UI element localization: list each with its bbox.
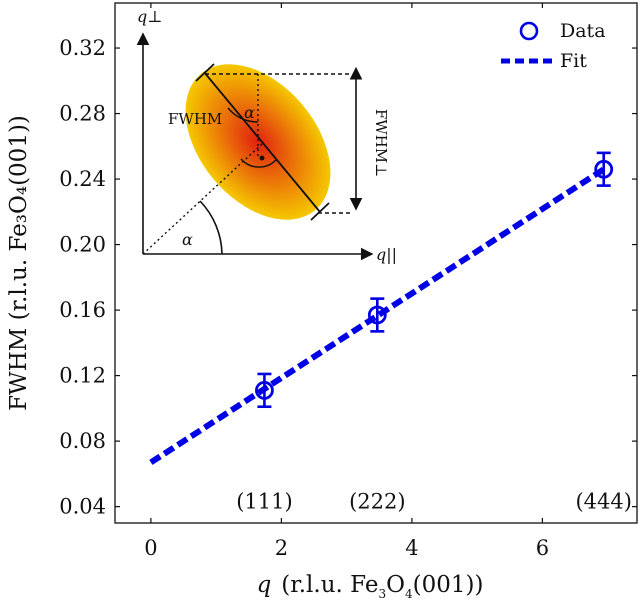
legend: Data Fit (501, 20, 606, 72)
legend-data-marker (519, 21, 539, 41)
y-axis-ticks: 0.04 0.08 0.12 0.16 0.20 0.24 0.28 0.32 (59, 36, 637, 519)
inset-y-axis-label: q⊥ (137, 7, 162, 26)
y-tick-label: 0.12 (59, 364, 106, 388)
y-tick-label: 0.20 (59, 233, 106, 257)
y-tick-label: 0.04 (59, 495, 106, 519)
x-tick-label: 0 (144, 536, 157, 560)
y-tick-label: 0.28 (59, 102, 106, 126)
data-marker (367, 305, 387, 325)
inset-right-angle-arc (240, 158, 277, 168)
plot-frame (114, 2, 638, 524)
reflection-label: (111) (236, 489, 292, 513)
fit-line (149, 166, 606, 465)
inset-dotted-radial (142, 143, 263, 255)
inset-alpha-label-top: α (244, 103, 255, 122)
reflection-annotations: (111) (222) (444) (236, 489, 632, 513)
y-axis-label: FWHM (r.l.u. Fe₃O₄(001)) (6, 115, 32, 411)
x-axis-label: q (r.l.u. Fe3O4(001)) (257, 572, 484, 601)
y-tick-label: 0.16 (59, 298, 106, 322)
inset-alpha-label-origin: α (182, 230, 193, 249)
data-point (594, 151, 614, 187)
data-point (255, 372, 274, 409)
data-marker (594, 159, 614, 179)
x-tick-label: 6 (536, 536, 549, 560)
inset-center-dot (259, 155, 265, 161)
y-tick-label: 0.24 (59, 167, 106, 191)
inset-fwhm-bar-top (195, 63, 215, 82)
data-point (367, 297, 387, 333)
intensity-ellipse (185, 64, 331, 220)
inset-fwhm-perp-label: FWHM⊥ (372, 109, 390, 177)
reflection-label: (444) (575, 489, 631, 513)
y-tick-label: 0.32 (59, 36, 106, 60)
inset-alpha-arc-origin (199, 200, 223, 255)
inset-fwhm-bar-bottom (310, 202, 330, 221)
data-series (255, 151, 614, 409)
fit-series (149, 166, 606, 465)
inset-diagram: q⊥ q|| FWHM FWHM⊥ α α (136, 7, 397, 264)
y-tick-label: 0.08 (59, 429, 106, 453)
reflection-label: (222) (349, 489, 405, 513)
x-tick-label: 2 (275, 536, 288, 560)
data-marker (255, 380, 274, 400)
legend-data-label: Data (560, 20, 606, 42)
inset-alpha-arc-top (227, 107, 259, 123)
inset-fwhm-label: FWHM (168, 110, 222, 128)
legend-fit-label: Fit (560, 50, 587, 72)
x-tick-label: 4 (405, 536, 418, 560)
inset-x-axis-label: q|| (376, 245, 397, 264)
x-axis-ticks: 0 2 4 6 (144, 3, 549, 560)
inset-fwhm-line (203, 71, 321, 213)
